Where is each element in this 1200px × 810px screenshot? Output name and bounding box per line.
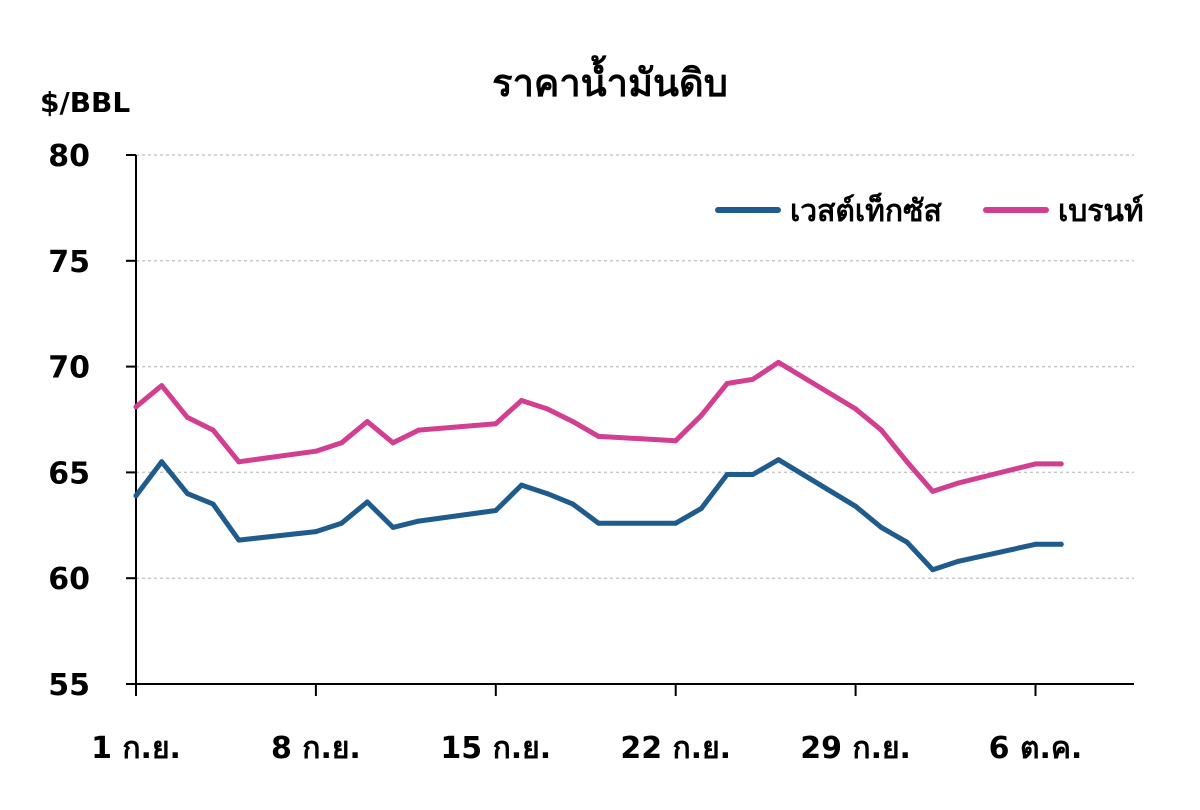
data-point	[236, 459, 242, 465]
x-tick-label: 22 ก.ย.	[620, 731, 731, 766]
data-point	[1058, 541, 1064, 547]
data-series	[133, 359, 1064, 573]
data-point	[210, 427, 216, 433]
data-point	[210, 501, 216, 507]
y-tick-label: 70	[48, 351, 90, 386]
x-tick-label: 29 ก.ย.	[800, 731, 911, 766]
y-tick-label: 80	[48, 139, 90, 174]
x-tick-label: 6 ต.ค.	[989, 731, 1083, 766]
data-point	[596, 433, 602, 439]
legend: เวสต์เท็กซัส เบรนท์	[715, 192, 1144, 229]
data-point	[596, 520, 602, 526]
data-point	[955, 558, 961, 564]
data-point	[339, 520, 345, 526]
data-point	[878, 524, 884, 530]
data-point	[236, 537, 242, 543]
data-point	[955, 480, 961, 486]
data-point	[904, 459, 910, 465]
data-point	[724, 381, 730, 386]
data-point	[313, 448, 319, 454]
data-point	[853, 406, 859, 412]
data-point	[673, 438, 679, 444]
data-point	[390, 524, 396, 530]
x-tick-label: 15 ก.ย.	[440, 731, 551, 766]
data-point	[544, 491, 550, 497]
data-point	[698, 412, 704, 418]
data-point	[416, 518, 422, 524]
data-point	[159, 459, 165, 465]
x-axis-ticks: 1 ก.ย. 8 ก.ย. 15 ก.ย. 22 ก.ย. 29 ก.ย. 6 ต.ค.	[91, 684, 1082, 766]
data-point	[750, 376, 756, 382]
data-point	[416, 427, 422, 433]
data-point	[1033, 541, 1038, 547]
data-point	[133, 493, 139, 499]
legend-label-1: เบรนท์	[1058, 194, 1144, 229]
data-point	[390, 440, 396, 446]
data-point	[750, 472, 756, 477]
data-point	[133, 404, 139, 410]
data-point	[930, 567, 936, 573]
data-point	[313, 529, 319, 535]
data-point	[544, 406, 550, 412]
legend-label-0: เวสต์เท็กซัส	[790, 192, 942, 229]
data-point	[930, 488, 936, 494]
data-point	[853, 503, 859, 509]
data-point	[159, 383, 165, 389]
data-point	[184, 414, 190, 420]
y-axis-unit-label: $/BBL	[40, 86, 130, 119]
x-tick-label: 8 ก.ย.	[271, 731, 361, 766]
data-point	[519, 398, 524, 403]
y-axis-ticks: 55 60 65 70 75 80	[48, 139, 136, 703]
data-point	[724, 472, 730, 477]
data-point	[364, 499, 370, 505]
y-tick-label: 75	[48, 245, 90, 280]
data-point	[339, 440, 345, 446]
data-point	[904, 539, 910, 545]
data-point	[776, 359, 781, 365]
data-point	[1033, 461, 1038, 467]
data-point	[493, 421, 499, 427]
x-tick-label: 1 ก.ย.	[91, 731, 181, 766]
y-tick-label: 65	[48, 456, 90, 491]
y-tick-label: 55	[48, 668, 90, 703]
data-point	[673, 520, 679, 526]
data-point	[570, 501, 576, 507]
data-point	[493, 508, 499, 513]
data-point	[1058, 461, 1064, 467]
chart-title: ราคาน้ำมันดิบ	[492, 55, 728, 105]
gridlines	[136, 154, 1134, 579]
y-tick-label: 60	[48, 562, 90, 597]
data-point	[364, 419, 370, 425]
data-point	[519, 482, 524, 488]
data-point	[878, 427, 884, 433]
data-point	[184, 491, 190, 497]
data-point	[776, 457, 781, 463]
data-point	[570, 419, 576, 425]
data-point	[698, 505, 704, 511]
